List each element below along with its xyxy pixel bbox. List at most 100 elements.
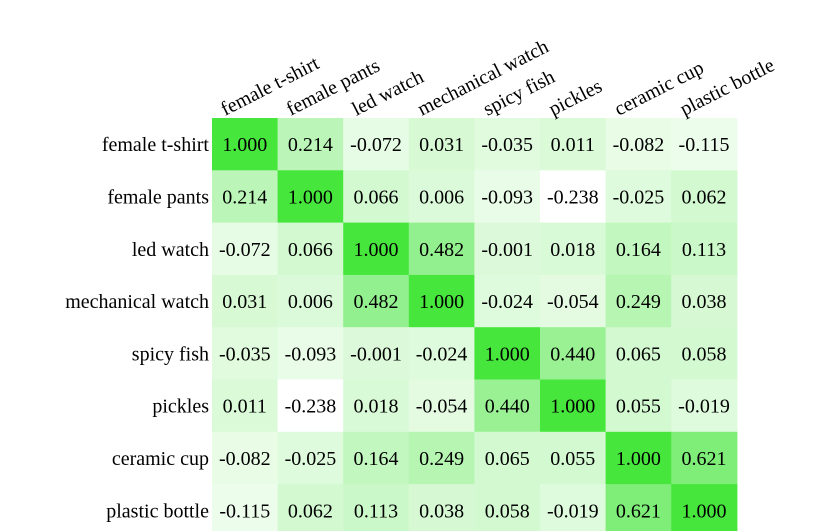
heatmap-cell-r6-c5 [540, 431, 607, 485]
heatmap-cell-r5-c0 [212, 379, 279, 433]
heatmap-cell-r4-c2 [343, 327, 410, 381]
cell-value-r1-c2: 0.066 [354, 186, 399, 208]
heatmap-cell-r5-c3 [408, 379, 475, 433]
heatmap-cell-r3-c2 [343, 274, 410, 328]
row-label-2: led watch [132, 239, 209, 261]
heatmap-cell-r0-c2 [343, 118, 410, 171]
cell-value-r1-c1: 1.000 [288, 186, 333, 208]
heatmap-cell-r1-c7 [671, 170, 738, 224]
cell-value-r0-c5: 0.011 [551, 134, 595, 156]
cell-value-r3-c2: 0.482 [354, 291, 399, 313]
cell-value-r4-c2: -0.001 [350, 343, 402, 365]
heatmap-cell-r5-c7 [671, 379, 738, 433]
heatmap-cell-r3-c4 [474, 274, 541, 328]
heatmap-cell-r2-c2 [343, 222, 410, 276]
cell-value-r4-c4: 1.000 [485, 343, 530, 365]
cell-value-r4-c7: 0.058 [682, 343, 727, 365]
heatmap-cell-r7-c4 [474, 484, 541, 531]
cell-value-r3-c5: -0.054 [547, 291, 599, 313]
cell-value-r6-c5: 0.055 [550, 448, 595, 470]
heatmap-cell-r5-c2 [343, 379, 410, 433]
cell-value-labels: 1.000 0.214 -0.072 0.031 -0.035 0.011 -0.082 -0… [219, 134, 730, 522]
cell-value-r7-c2: 0.113 [354, 500, 398, 522]
heatmap-cell-r5-c1 [277, 379, 344, 433]
cell-value-r5-c4: 0.440 [485, 396, 530, 418]
cell-value-r7-c0: -0.115 [219, 500, 270, 522]
heatmap-cell-r3-c1 [277, 274, 344, 328]
cell-value-r6-c2: 0.164 [354, 448, 399, 470]
heatmap-cell-r5-c4 [474, 379, 541, 433]
cell-value-r4-c1: -0.093 [285, 343, 337, 365]
cell-value-r6-c0: -0.082 [219, 448, 271, 470]
heatmap-cell-r3-c6 [605, 274, 672, 328]
cell-value-r1-c6: -0.025 [613, 186, 665, 208]
cell-value-r2-c2: 1.000 [354, 239, 399, 261]
heatmap-cell-r0-c7 [671, 118, 738, 171]
cell-value-r0-c6: -0.082 [613, 134, 665, 156]
cell-value-r5-c3: -0.054 [416, 396, 468, 418]
row-label-3: mechanical watch [65, 291, 209, 313]
cell-value-r4-c3: -0.024 [416, 343, 468, 365]
cell-value-r3-c4: -0.024 [481, 291, 533, 313]
cell-value-r6-c4: 0.065 [485, 448, 530, 470]
cell-value-r7-c7: 1.000 [682, 500, 727, 522]
heatmap-cell-r4-c1 [277, 327, 344, 381]
cell-value-r5-c2: 0.018 [354, 396, 399, 418]
heatmap-cell-r1-c3 [408, 170, 475, 224]
heatmap-cell-r4-c0 [212, 327, 279, 381]
cell-value-r4-c6: 0.065 [616, 343, 661, 365]
heatmap-cell-r4-c6 [605, 327, 672, 381]
heatmap-cell-r4-c4 [474, 327, 541, 381]
row-labels: female t-shirt female pants led watch mecha… [65, 134, 209, 522]
row-label-5: pickles [152, 396, 209, 418]
cell-value-r5-c5: 1.000 [550, 396, 595, 418]
heatmap-cell-r1-c6 [605, 170, 672, 224]
heatmap-cell-r2-c3 [408, 222, 475, 276]
heatmap-cells [212, 118, 738, 531]
heatmap-cell-r7-c1 [277, 484, 344, 531]
heatmap-cell-r6-c7 [671, 431, 738, 485]
cell-value-r1-c0: 0.214 [222, 186, 267, 208]
heatmap-cell-r2-c0 [212, 222, 279, 276]
row-label-7: plastic bottle [106, 500, 209, 522]
cell-value-r5-c0: 0.011 [223, 396, 267, 418]
heatmap-cell-r7-c5 [540, 484, 607, 531]
heatmap-cell-r2-c1 [277, 222, 344, 276]
cell-value-r6-c1: -0.025 [285, 448, 337, 470]
heatmap-cell-r4-c7 [671, 327, 738, 381]
cell-value-r1-c3: 0.006 [419, 186, 464, 208]
heatmap-cell-r7-c0 [212, 484, 279, 531]
cell-value-r2-c5: 0.018 [550, 239, 595, 261]
cell-value-r3-c3: 1.000 [419, 291, 464, 313]
cell-value-r3-c1: 0.006 [288, 291, 333, 313]
heatmap-cell-r0-c3 [408, 118, 475, 171]
heatmap-cell-r7-c3 [408, 484, 475, 531]
cell-value-r5-c1: -0.238 [285, 396, 337, 418]
heatmap-cell-r1-c4 [474, 170, 541, 224]
cell-value-r1-c5: -0.238 [547, 186, 599, 208]
row-label-4: spicy fish [132, 343, 209, 365]
heatmap-cell-r2-c5 [540, 222, 607, 276]
cell-value-r0-c7: -0.115 [679, 134, 730, 156]
heatmap-cell-r6-c0 [212, 431, 279, 485]
cell-value-r2-c6: 0.164 [616, 239, 661, 261]
row-label-0: female t-shirt [102, 134, 210, 156]
heatmap-cell-r6-c3 [408, 431, 475, 485]
cell-value-r7-c4: 0.058 [485, 500, 530, 522]
cell-value-r6-c3: 0.249 [419, 448, 464, 470]
cell-value-r1-c7: 0.062 [682, 186, 727, 208]
cell-value-r4-c5: 0.440 [550, 343, 595, 365]
heatmap-cell-r0-c6 [605, 118, 672, 171]
heatmap-cell-r3-c5 [540, 274, 607, 328]
cell-value-r6-c7: 0.621 [682, 448, 727, 470]
heatmap-cell-r2-c7 [671, 222, 738, 276]
heatmap-cell-r6-c6 [605, 431, 672, 485]
cell-value-r4-c0: -0.035 [219, 343, 271, 365]
heatmap-cell-r3-c0 [212, 274, 279, 328]
cell-value-r2-c4: -0.001 [481, 239, 533, 261]
cell-value-r2-c1: 0.066 [288, 239, 333, 261]
heatmap-cell-r5-c6 [605, 379, 672, 433]
heatmap-cell-r6-c1 [277, 431, 344, 485]
